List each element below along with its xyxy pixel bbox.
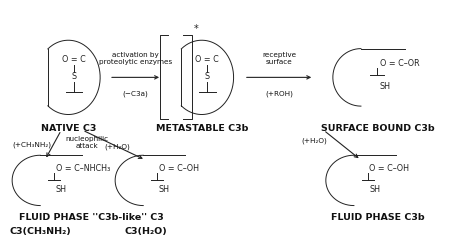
Text: SH: SH bbox=[159, 185, 170, 194]
Text: C3(H₂O): C3(H₂O) bbox=[124, 227, 167, 236]
Text: nucleophilic
attack: nucleophilic attack bbox=[65, 136, 109, 148]
Text: activation by
proteolytic enzymes: activation by proteolytic enzymes bbox=[99, 52, 172, 65]
Text: O = C: O = C bbox=[195, 55, 219, 64]
Text: NATIVE C3: NATIVE C3 bbox=[41, 124, 96, 133]
Text: FLUID PHASE ''C3b-like'' C3: FLUID PHASE ''C3b-like'' C3 bbox=[19, 213, 164, 222]
Text: (+ROH): (+ROH) bbox=[265, 91, 293, 97]
Text: (−C3a): (−C3a) bbox=[123, 91, 148, 97]
Text: (+H₂O): (+H₂O) bbox=[301, 138, 327, 144]
Text: SH: SH bbox=[55, 185, 67, 194]
Text: SURFACE BOUND C3b: SURFACE BOUND C3b bbox=[320, 124, 434, 133]
Text: C3(CH₃NH₂): C3(CH₃NH₂) bbox=[9, 227, 71, 236]
Text: O = C: O = C bbox=[62, 55, 86, 64]
Text: O = C–OH: O = C–OH bbox=[369, 164, 410, 174]
Text: SH: SH bbox=[380, 82, 391, 91]
Text: FLUID PHASE C3b: FLUID PHASE C3b bbox=[330, 213, 424, 222]
Text: *: * bbox=[194, 24, 199, 34]
Text: O = C–NHCH₃: O = C–NHCH₃ bbox=[55, 164, 110, 174]
Text: S: S bbox=[72, 72, 76, 81]
Text: receptive
surface: receptive surface bbox=[262, 52, 296, 65]
Text: SH: SH bbox=[369, 185, 380, 194]
Text: O = C–OH: O = C–OH bbox=[159, 164, 199, 174]
Text: (+CH₃NH₂): (+CH₃NH₂) bbox=[13, 141, 52, 148]
Text: S: S bbox=[205, 72, 210, 81]
Text: (+H₂O): (+H₂O) bbox=[105, 144, 130, 150]
Text: O = C–OR: O = C–OR bbox=[380, 59, 419, 68]
Text: METASTABLE C3b: METASTABLE C3b bbox=[155, 124, 248, 133]
